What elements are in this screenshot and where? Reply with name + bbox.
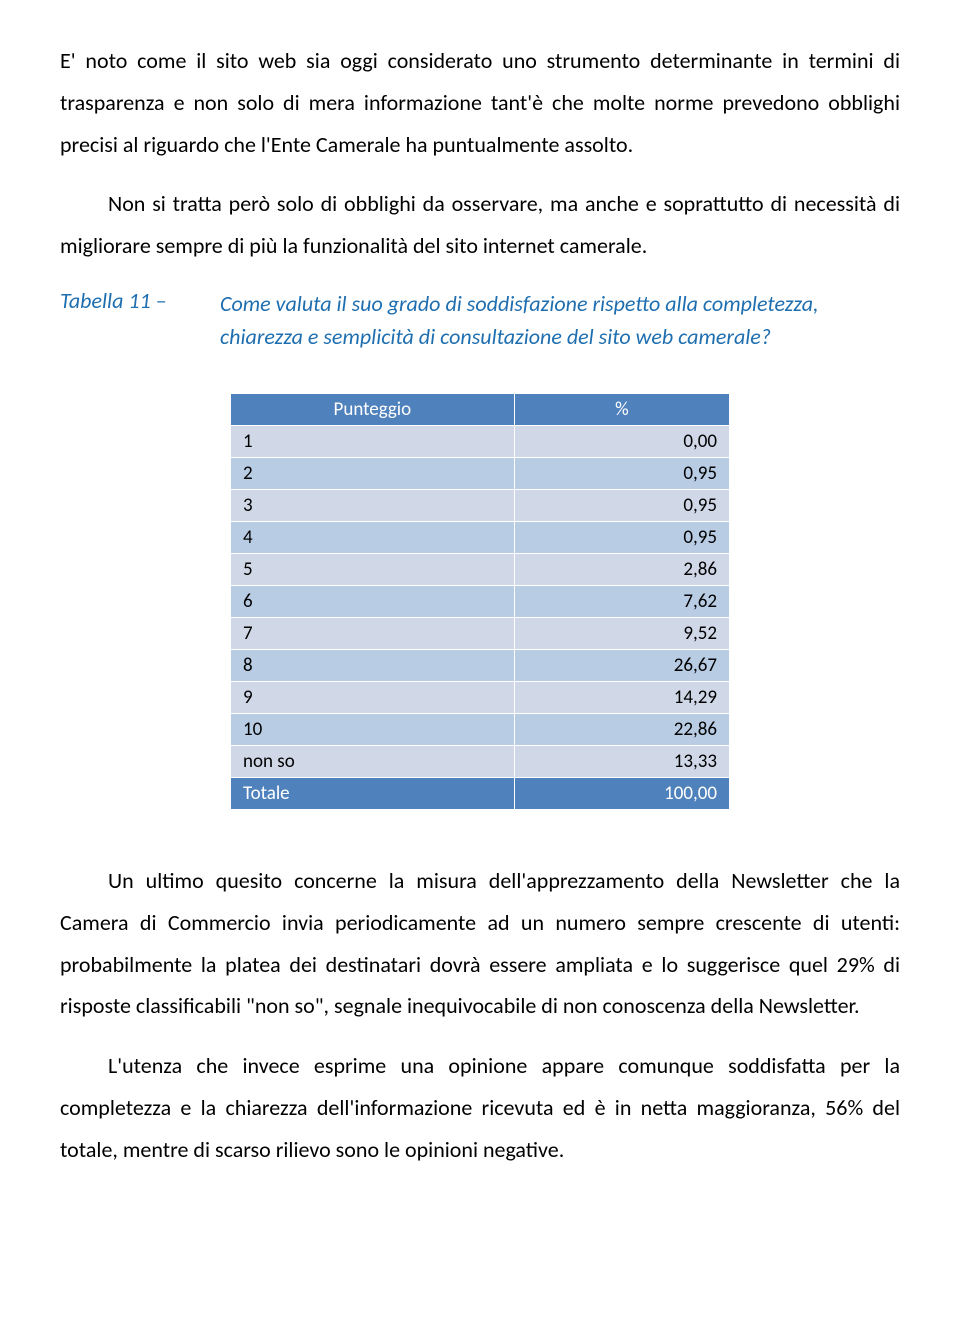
table-cell-value: 0,00 xyxy=(514,425,729,457)
table-cell-total-label: Totale xyxy=(231,777,515,809)
table-cell-value: 0,95 xyxy=(514,521,729,553)
table-header-punteggio: Punteggio xyxy=(231,393,515,425)
score-table: Punteggio % 1 0,00 2 0,95 3 0,95 4 0,95 … xyxy=(230,393,730,810)
table-cell-total-value: 100,00 xyxy=(514,777,729,809)
table-row: 3 0,95 xyxy=(231,489,730,521)
table-caption: Tabella 11 – Come valuta il suo grado di… xyxy=(60,287,900,353)
table-row: 5 2,86 xyxy=(231,553,730,585)
table-row: 2 0,95 xyxy=(231,457,730,489)
table-row: 6 7,62 xyxy=(231,585,730,617)
table-row: 8 26,67 xyxy=(231,649,730,681)
table-cell-value: 26,67 xyxy=(514,649,729,681)
table-cell-value: 13,33 xyxy=(514,745,729,777)
table-header-percent: % xyxy=(514,393,729,425)
paragraph-3: Un ultimo quesito concerne la misura del… xyxy=(60,860,900,1027)
table-cell-label: 2 xyxy=(231,457,515,489)
table-cell-label: non so xyxy=(231,745,515,777)
table-header-row: Punteggio % xyxy=(231,393,730,425)
table-cell-value: 14,29 xyxy=(514,681,729,713)
table-row: non so 13,33 xyxy=(231,745,730,777)
table-question: Come valuta il suo grado di soddisfazion… xyxy=(220,287,900,353)
table-cell-label: 3 xyxy=(231,489,515,521)
table-cell-value: 0,95 xyxy=(514,489,729,521)
table-cell-value: 0,95 xyxy=(514,457,729,489)
table-cell-label: 1 xyxy=(231,425,515,457)
table-cell-label: 9 xyxy=(231,681,515,713)
table-row: 10 22,86 xyxy=(231,713,730,745)
table-cell-label: 6 xyxy=(231,585,515,617)
table-row: 4 0,95 xyxy=(231,521,730,553)
table-row: 7 9,52 xyxy=(231,617,730,649)
table-cell-value: 9,52 xyxy=(514,617,729,649)
table-cell-value: 22,86 xyxy=(514,713,729,745)
table-label: Tabella 11 – xyxy=(60,287,220,314)
table-cell-label: 5 xyxy=(231,553,515,585)
table-row-total: Totale 100,00 xyxy=(231,777,730,809)
table-cell-label: 7 xyxy=(231,617,515,649)
table-cell-label: 10 xyxy=(231,713,515,745)
table-row: 9 14,29 xyxy=(231,681,730,713)
paragraph-1: E' noto come il sito web sia oggi consid… xyxy=(60,40,900,165)
paragraph-2: Non si tratta però solo di obblighi da o… xyxy=(60,183,900,267)
table-cell-label: 8 xyxy=(231,649,515,681)
table-cell-value: 2,86 xyxy=(514,553,729,585)
table-row: 1 0,00 xyxy=(231,425,730,457)
paragraph-4: L'utenza che invece esprime una opinione… xyxy=(60,1045,900,1170)
table-cell-label: 4 xyxy=(231,521,515,553)
table-cell-value: 7,62 xyxy=(514,585,729,617)
